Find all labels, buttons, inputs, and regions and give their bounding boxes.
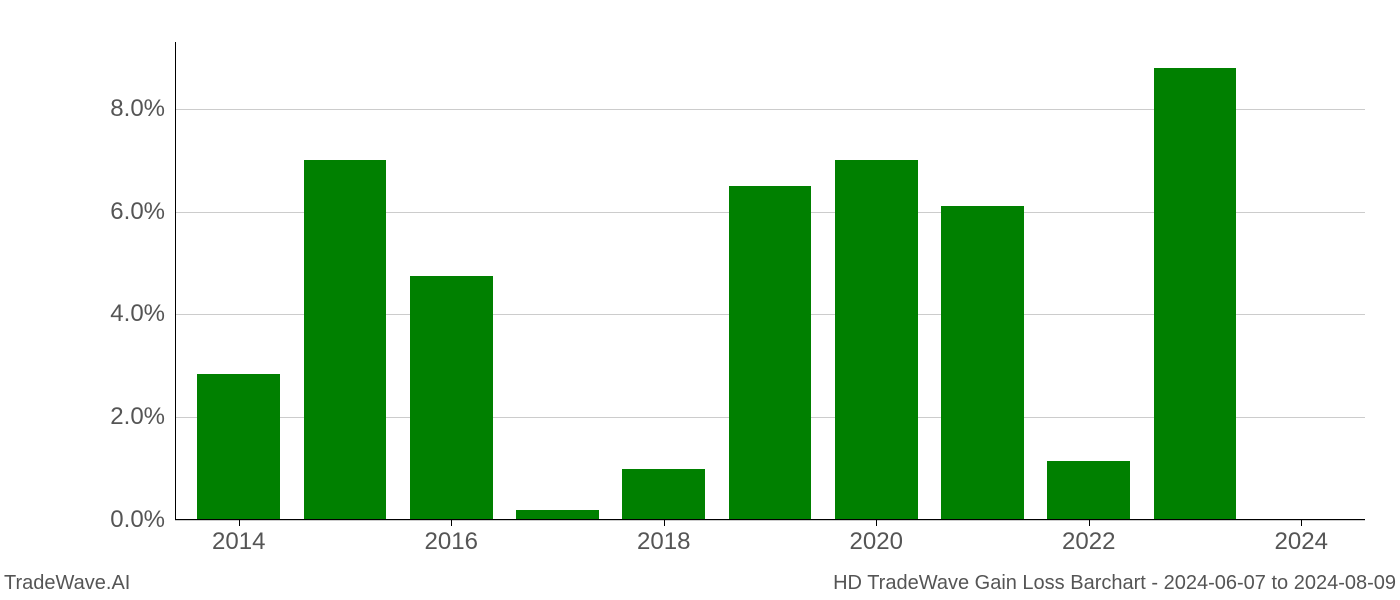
bar <box>941 206 1024 520</box>
xtick-mark <box>239 520 240 526</box>
x-axis-line <box>175 519 1365 520</box>
ytick-label: 0.0% <box>85 506 165 534</box>
xtick-label: 2018 <box>624 528 704 556</box>
plot-area <box>175 42 1365 520</box>
xtick-mark <box>1089 520 1090 526</box>
ytick-label: 4.0% <box>85 300 165 328</box>
bar <box>197 374 280 520</box>
ytick-label: 2.0% <box>85 403 165 431</box>
footer-left-text: TradeWave.AI <box>4 572 130 595</box>
bar <box>1154 68 1237 520</box>
bar <box>410 276 493 520</box>
xtick-mark <box>451 520 452 526</box>
ytick-label: 6.0% <box>85 198 165 226</box>
bar <box>729 186 812 520</box>
ytick-label: 8.0% <box>85 95 165 123</box>
bar <box>1047 461 1130 520</box>
footer-right-text: HD TradeWave Gain Loss Barchart - 2024-0… <box>833 572 1396 595</box>
xtick-label: 2024 <box>1261 528 1341 556</box>
y-axis-line <box>175 42 176 520</box>
xtick-mark <box>664 520 665 526</box>
grid-line <box>175 520 1365 521</box>
bar <box>835 160 918 520</box>
xtick-label: 2014 <box>199 528 279 556</box>
xtick-mark <box>1301 520 1302 526</box>
xtick-label: 2020 <box>836 528 916 556</box>
bar <box>622 469 705 520</box>
xtick-label: 2022 <box>1049 528 1129 556</box>
xtick-label: 2016 <box>411 528 491 556</box>
bar <box>304 160 387 520</box>
xtick-mark <box>876 520 877 526</box>
chart-container: TradeWave.AI HD TradeWave Gain Loss Barc… <box>0 0 1400 600</box>
